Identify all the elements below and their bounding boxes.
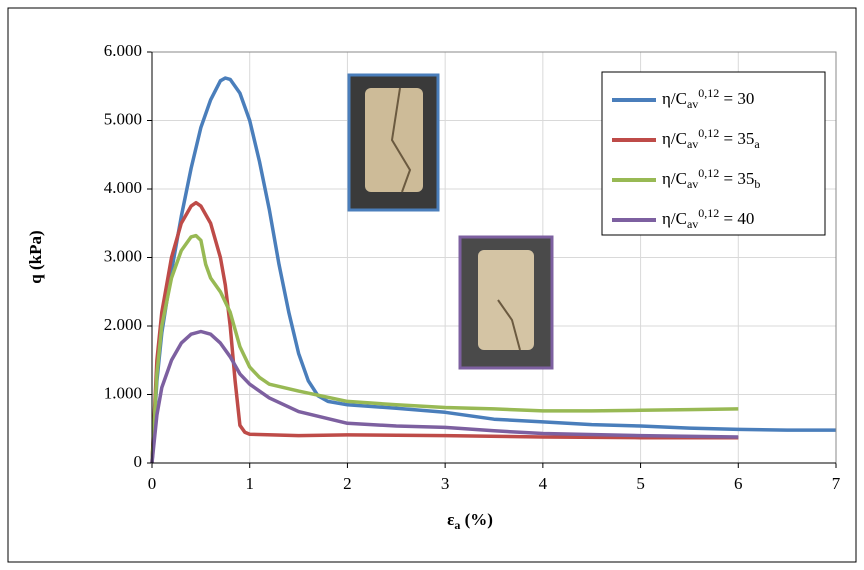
x-tick-label: 5 — [636, 474, 645, 493]
data-line — [150, 76, 836, 464]
y-tick-label: 3.000 — [104, 246, 142, 265]
crack — [390, 87, 412, 193]
legend-label: η/Cav0,12 = 40 — [662, 206, 754, 231]
y-tick-label: 2.000 — [104, 315, 142, 334]
data-line — [150, 329, 739, 464]
specimen — [365, 88, 423, 192]
y-tick-label: 4.000 — [104, 178, 142, 197]
x-tick-label: 1 — [245, 474, 254, 493]
y-tick-label: 0 — [134, 452, 143, 471]
x-tick-label: 6 — [734, 474, 743, 493]
legend-label: η/Cav0,12 = 35a — [662, 126, 760, 151]
crack — [497, 299, 521, 351]
y-tick-label: 1.000 — [104, 383, 142, 402]
photos — [347, 73, 554, 370]
specimen — [478, 250, 534, 350]
x-tick-label: 7 — [832, 474, 841, 493]
y-tick-label: 5.000 — [104, 109, 142, 128]
legend-label: η/Cav0,12 = 35b — [662, 166, 760, 191]
x-tick-label: 0 — [148, 474, 157, 493]
data-line — [150, 233, 739, 464]
x-axis-label: εa (%) — [447, 510, 493, 532]
x-tick-label: 2 — [343, 474, 352, 493]
x-tick-label: 3 — [441, 474, 450, 493]
legend-label: η/Cav0,12 = 30 — [662, 86, 754, 111]
y-axis-label: q (kPa) — [26, 230, 45, 283]
lines — [150, 76, 836, 464]
x-tick-label: 4 — [539, 474, 548, 493]
y-tick-label: 6.000 — [104, 41, 142, 60]
axes: 0 1.000 2.000 3.000 4.000 5.000 6.000 0 1 2 3 4 5 6 7 — [104, 41, 841, 493]
